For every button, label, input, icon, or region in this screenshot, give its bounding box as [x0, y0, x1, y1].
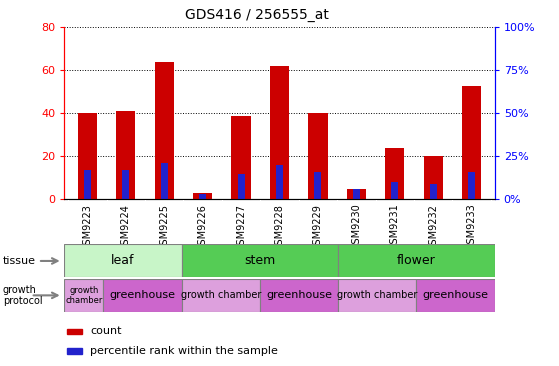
Bar	[315, 172, 321, 199]
Bar	[199, 194, 206, 199]
Bar	[338, 279, 416, 312]
Bar	[64, 244, 182, 277]
Text: growth chamber: growth chamber	[181, 290, 261, 300]
Bar	[231, 116, 250, 199]
Bar	[353, 189, 360, 199]
Text: greenhouse: greenhouse	[110, 290, 176, 300]
Text: leaf: leaf	[111, 254, 135, 268]
Bar	[155, 62, 174, 199]
Text: greenhouse: greenhouse	[423, 290, 489, 300]
Bar	[416, 279, 495, 312]
Text: GSM9223: GSM9223	[82, 203, 92, 251]
Bar	[276, 165, 283, 199]
Bar	[385, 148, 404, 199]
Text: GSM9230: GSM9230	[352, 203, 361, 250]
Bar	[78, 113, 97, 199]
Bar	[238, 174, 244, 199]
Bar	[309, 113, 328, 199]
Bar	[67, 348, 82, 354]
Text: stem: stem	[244, 254, 276, 268]
Text: GSM9227: GSM9227	[236, 203, 246, 251]
Bar	[193, 193, 212, 199]
Bar	[462, 86, 481, 199]
Bar	[468, 172, 475, 199]
Text: GSM9232: GSM9232	[428, 203, 438, 251]
Text: GSM9229: GSM9229	[313, 203, 323, 251]
Bar	[161, 163, 168, 199]
Bar	[260, 279, 338, 312]
Text: GSM9233: GSM9233	[467, 203, 477, 250]
Text: flower: flower	[397, 254, 436, 268]
Bar	[182, 279, 260, 312]
Text: percentile rank within the sample: percentile rank within the sample	[90, 346, 278, 356]
Bar	[122, 170, 129, 199]
Bar	[270, 66, 289, 199]
Text: GSM9224: GSM9224	[121, 203, 131, 251]
Text: tissue: tissue	[3, 256, 36, 266]
Bar	[64, 279, 103, 312]
Bar	[424, 157, 443, 199]
Bar	[67, 329, 82, 334]
Text: growth
chamber: growth chamber	[65, 285, 102, 305]
Bar	[84, 170, 91, 199]
Bar	[347, 189, 366, 199]
Bar	[430, 184, 437, 199]
Text: GSM9225: GSM9225	[159, 203, 169, 251]
Bar	[116, 111, 135, 199]
Text: greenhouse: greenhouse	[266, 290, 332, 300]
Bar	[391, 182, 398, 199]
Text: count: count	[90, 326, 122, 336]
Text: growth chamber: growth chamber	[337, 290, 418, 300]
Text: GSM9228: GSM9228	[274, 203, 285, 251]
Bar	[182, 244, 338, 277]
Text: GSM9231: GSM9231	[390, 203, 400, 250]
Text: GDS416 / 256555_at: GDS416 / 256555_at	[185, 8, 329, 22]
Bar	[338, 244, 495, 277]
Text: GSM9226: GSM9226	[198, 203, 207, 251]
Bar	[103, 279, 182, 312]
Text: growth
protocol: growth protocol	[3, 284, 42, 306]
